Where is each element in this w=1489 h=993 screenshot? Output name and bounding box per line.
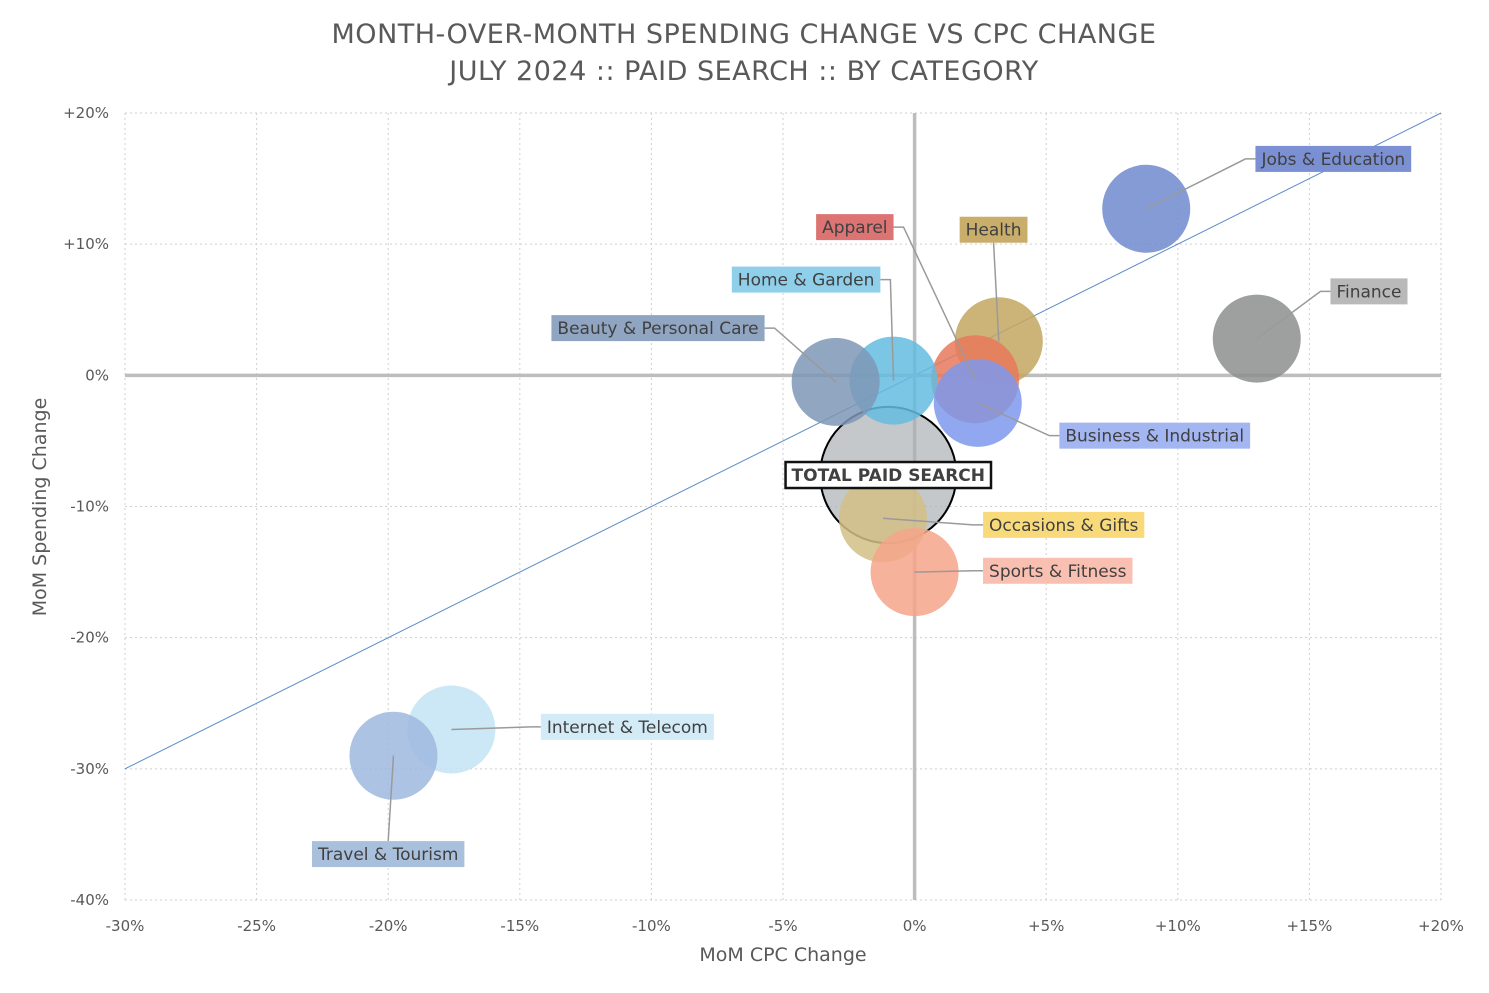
leader-travel-and-tourism — [387, 755, 395, 842]
y-tick-label: +20% — [63, 104, 109, 122]
label-box-internet-and-telecom — [540, 713, 714, 740]
label-finance: Finance — [1336, 282, 1401, 302]
leader-occasions-and-gifts — [882, 517, 984, 526]
leader-jobs-and-education — [1145, 158, 1256, 210]
x-axis-label: MoM CPC Change — [699, 944, 866, 966]
leader-finance — [1256, 290, 1331, 340]
label-sports-and-fitness: Sports & Fitness — [989, 562, 1127, 582]
chart-subtitle: JULY 2024 :: PAID SEARCH :: BY CATEGORY — [447, 56, 1038, 87]
label-box-occasions-and-gifts — [983, 511, 1145, 538]
x-tick-label: -20% — [369, 917, 408, 935]
label-business-and-industrial: Business & Industrial — [1065, 427, 1244, 447]
label-occasions-and-gifts: Occasions & Gifts — [989, 516, 1138, 536]
x-tick-label: -30% — [106, 917, 145, 935]
label-box-health — [959, 216, 1028, 243]
label-box-jobs-and-education — [1255, 145, 1412, 172]
y-tick-label: -10% — [70, 498, 109, 516]
label-box-apparel — [816, 214, 894, 241]
label-travel-and-tourism: Travel & Tourism — [317, 845, 458, 865]
x-tick-label: +15% — [1286, 917, 1332, 935]
label-box-total-paid-search — [784, 460, 993, 490]
x-tick-label: 0% — [903, 917, 927, 935]
y-tick-label: 0% — [85, 366, 109, 384]
label-home-and-garden: Home & Garden — [738, 271, 875, 291]
reference-line — [124, 112, 1442, 770]
reference-line-group — [124, 112, 1442, 770]
leader-internet-and-telecom — [451, 726, 541, 731]
leader-health — [992, 242, 1000, 342]
label-jobs-and-education: Jobs & Education — [1260, 150, 1405, 170]
leader-apparel — [893, 226, 976, 380]
x-tick-label: +5% — [1028, 917, 1064, 935]
x-axis-ticks: -30% -25% -20% -15% -10% -5% 0% +5% +10% +15% +20% — [106, 917, 1464, 935]
label-health: Health — [966, 221, 1022, 241]
label-box-sports-and-fitness — [983, 557, 1133, 584]
label-apparel: Apparel — [822, 218, 887, 238]
bubbles — [349, 164, 1301, 800]
x-tick-label: +20% — [1418, 917, 1464, 935]
bubble-labels: Jobs & Education Finance Health Apparel Home… — [311, 145, 1412, 868]
leader-business-and-industrial — [977, 402, 1060, 437]
label-internet-and-telecom: Internet & Telecom — [547, 718, 708, 738]
x-tick-label: -15% — [500, 917, 539, 935]
leader-beauty-and-personal-care — [764, 327, 837, 383]
x-tick-label: -25% — [237, 917, 276, 935]
label-box-travel-and-tourism — [311, 841, 465, 868]
label-box-finance — [1330, 278, 1408, 305]
x-tick-label: -5% — [768, 917, 797, 935]
y-tick-label: -30% — [70, 760, 109, 778]
label-box-beauty-and-personal-care — [551, 315, 765, 342]
y-tick-label: -40% — [70, 891, 109, 909]
leader-lines — [387, 158, 1331, 842]
y-tick-label: -20% — [70, 629, 109, 647]
y-axis-label: MoM Spending Change — [29, 398, 51, 617]
label-total-paid-search: TOTAL PAID SEARCH — [792, 466, 985, 486]
y-axis-ticks: +20% +10% 0% -10% -20% -30% -40% — [63, 104, 109, 909]
zero-axes — [125, 113, 1441, 900]
label-box-home-and-garden — [731, 266, 881, 293]
leader-home-and-garden — [880, 278, 895, 381]
chart-title: MONTH-OVER-MONTH SPENDING CHANGE VS CPC … — [332, 19, 1157, 50]
label-box-business-and-industrial — [1059, 422, 1251, 449]
label-beauty-and-personal-care: Beauty & Personal Care — [557, 319, 758, 339]
x-tick-label: -10% — [632, 917, 671, 935]
grid — [124, 112, 1442, 901]
x-tick-label: +10% — [1155, 917, 1201, 935]
leader-sports-and-fitness — [914, 570, 984, 573]
y-tick-label: +10% — [63, 235, 109, 253]
